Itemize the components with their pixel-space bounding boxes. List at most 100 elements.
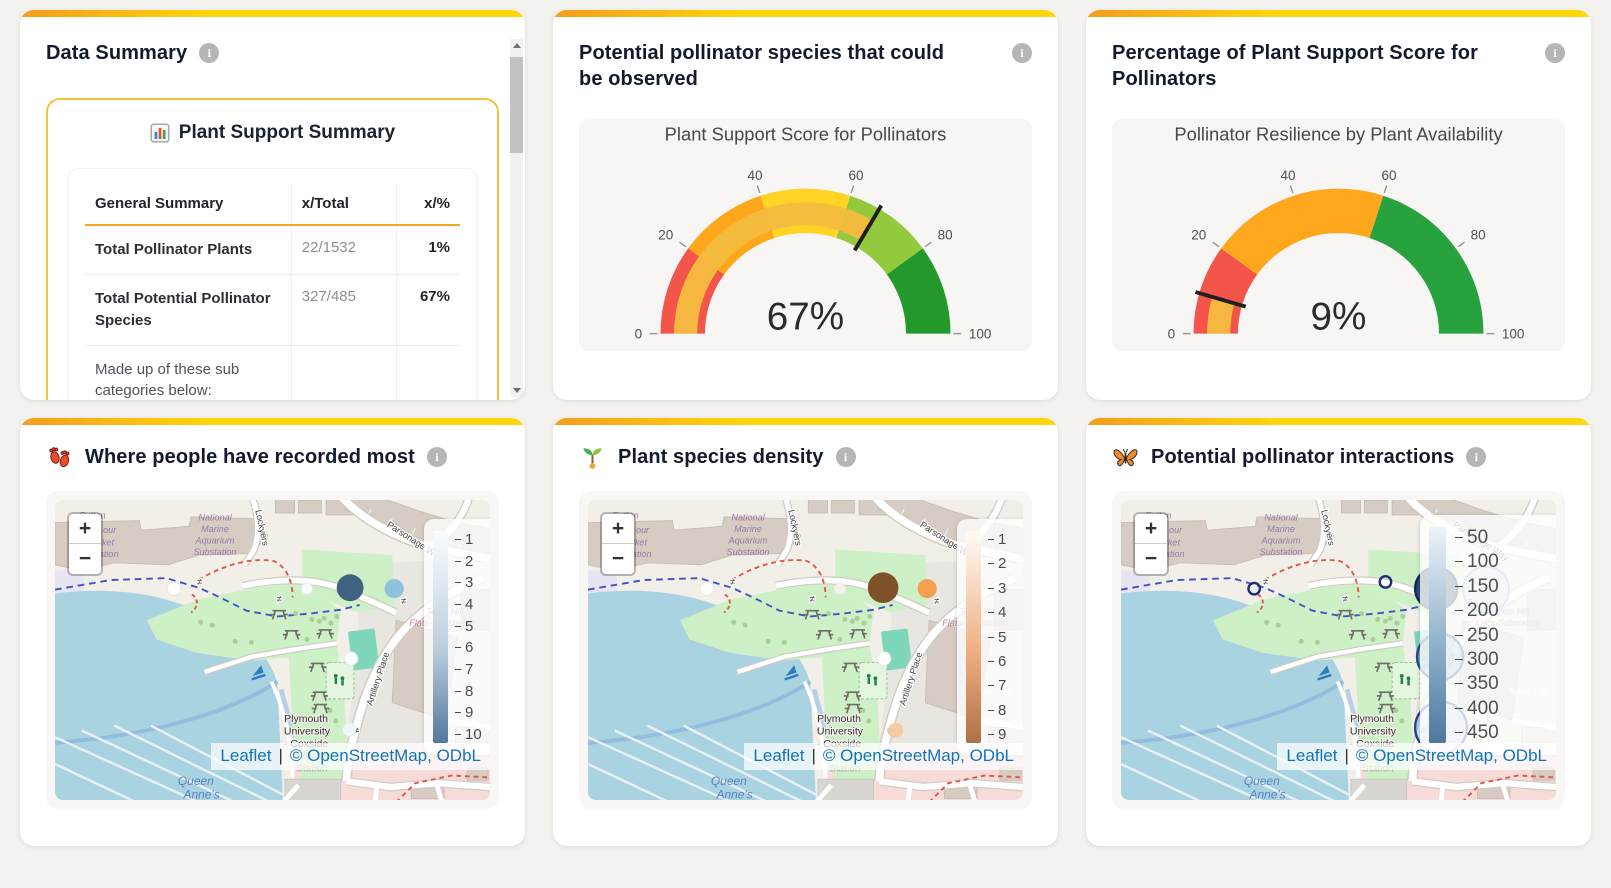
legend-tick: 7 [988,678,1023,693]
osm-link[interactable]: © OpenStreetMap, ODbL [822,746,1014,765]
gauge-value: 67% [767,296,844,339]
map-label: Anne's [715,788,752,800]
data-point-circle[interactable] [833,582,847,595]
card-map-recorded: Where people have recorded most Suttonou… [20,418,525,846]
leaflet-link[interactable]: Leaflet [220,746,272,765]
data-point-circle[interactable] [341,722,357,737]
column-header: x/Total [291,183,397,227]
data-point-circle[interactable] [343,651,359,666]
map-label: our [1169,525,1183,535]
leaflet-map[interactable]: SuttonourlarketationNationalMarineAquari… [1121,500,1556,800]
leaflet-link[interactable]: Leaflet [1286,746,1338,765]
data-point-circle[interactable] [887,722,904,739]
scrollbar[interactable] [510,39,523,397]
gauge-tick-label: 60 [848,168,863,183]
data-point-circle[interactable] [1247,581,1262,596]
data-point-circle[interactable] [300,582,314,595]
table-row: Total Pollinator Plants 22/1532 1% [85,225,460,276]
map-label: University [284,725,331,737]
gauge-threshold [1195,289,1247,309]
data-point-circle[interactable] [876,651,892,666]
gauge-tick-label: 20 [1191,227,1206,242]
card-map-interactions: Potential pollinator interactions Sutton… [1086,418,1591,846]
info-icon[interactable] [1012,43,1032,63]
attribution-separator: | [1344,746,1349,765]
zoom-out-button[interactable]: − [69,544,101,574]
gauge-tick [1212,241,1220,247]
legend-tick: 50 [1455,528,1556,547]
map-label: ation [1165,549,1185,559]
data-point-circle[interactable] [1378,575,1393,589]
card-accent-bar [553,418,1058,425]
map-label: larket [1158,538,1181,548]
map-label: ≠ [197,577,202,588]
leaflet-map[interactable]: SuttonourlarketationNationalMarineAquari… [588,500,1023,800]
scroll-down-arrow[interactable] [510,384,523,397]
legend-tick: 1 [455,532,490,547]
data-point-circle[interactable] [166,581,181,596]
gauge-tick-label: 60 [1381,168,1396,183]
data-point-circle[interactable] [336,574,364,602]
gauge-tick [924,241,932,247]
data-point-circle[interactable] [867,572,899,604]
scroll-up-arrow[interactable] [510,39,523,52]
info-icon[interactable] [199,43,220,63]
legend-gradient-bar [433,531,448,743]
summary-table: General Summary x/Total x/% Total Pollin… [85,183,460,400]
map-label: Substation [1260,547,1303,557]
gauge-tick [756,185,761,193]
map-label: Queen [178,774,214,788]
map-attribution: Leaflet | © OpenStreetMap, ODbL [744,743,1023,770]
map-label: ≠ [810,594,815,605]
attribution-separator: | [278,746,283,765]
info-icon[interactable] [426,447,447,467]
card-header: Potential pollinator interactions [1112,444,1565,471]
map-label: National [1264,513,1298,523]
table-header-row: General Summary x/Total x/% [85,183,460,227]
map-zoom-control: + − [67,512,103,576]
zoom-in-button[interactable]: + [69,514,101,544]
gauge-tick-label: 0 [635,326,643,341]
card-header: Where people have recorded most [46,444,499,471]
zoom-out-button[interactable]: − [602,544,634,574]
seedling-icon [583,448,602,469]
gauge-tick-label: 40 [1280,168,1295,183]
data-point-circle[interactable] [699,581,714,596]
info-icon[interactable] [835,447,856,467]
table-cell: Made up of these sub categories below: [85,345,292,400]
data-point-circle[interactable] [917,579,937,599]
gauge-value: 9% [1311,296,1367,339]
zoom-out-button[interactable]: − [1135,544,1167,574]
legend-tick: 10 [455,727,490,742]
table-cell: 327/485 [291,274,397,346]
legend-tick: 350 [1455,674,1556,693]
data-point-circle[interactable] [384,579,404,599]
map-label: University [817,725,864,737]
osm-link[interactable]: © OpenStreetMap, ODbL [289,746,481,765]
zoom-in-button[interactable]: + [1135,514,1167,544]
map-color-legend: 1 2 3 4 5 6 7 8 9 10 [424,519,490,755]
info-icon[interactable] [1545,43,1565,63]
leaflet-link[interactable]: Leaflet [753,746,805,765]
map-label: Aquarium [1261,536,1301,546]
map-panel: SuttonourlarketationNationalMarineAquari… [579,491,1032,809]
legend-tick: 3 [988,581,1023,596]
card-gauge-observed: Potential pollinator species that could … [553,10,1058,400]
map-label: ≠ [277,594,282,605]
legend-tick: 300 [1455,650,1556,669]
osm-link[interactable]: © OpenStreetMap, ODbL [1355,746,1547,765]
legend-tick: 8 [455,684,490,699]
map-label: Substation [194,547,237,557]
card-title: Percentage of Plant Support Score for Po… [1112,42,1478,91]
gauge-tick [679,241,687,247]
map-label: ≠ [730,577,735,588]
map-color-legend: 1 2 3 4 5 6 7 8 9 [957,519,1023,755]
scrollbar-thumb[interactable] [510,57,523,153]
leaflet-map[interactable]: SuttonourlarketationNationalMarineAquari… [55,500,490,800]
gauge-tick-label: 100 [1502,326,1525,341]
zoom-in-button[interactable]: + [602,514,634,544]
legend-gradient-bar [966,531,981,743]
card-accent-bar [20,10,525,17]
map-label: ≠ [354,725,359,736]
info-icon[interactable] [1466,447,1487,467]
